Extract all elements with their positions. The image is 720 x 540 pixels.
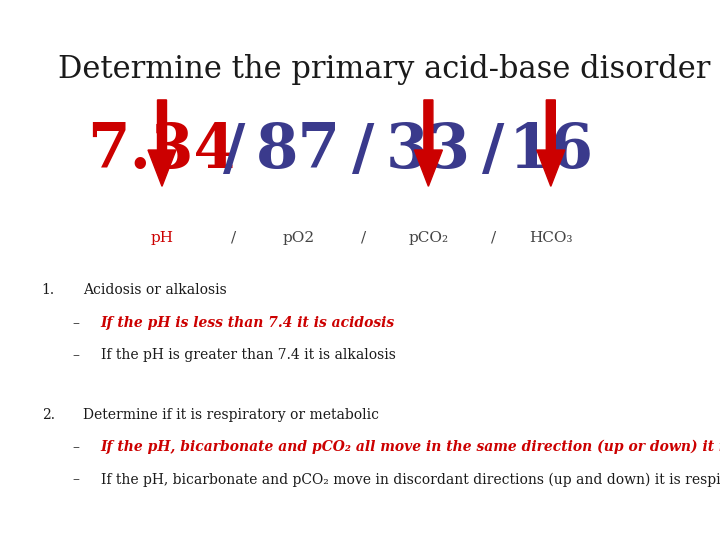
Text: HCO₃: HCO₃ bbox=[529, 231, 572, 245]
Text: –: – bbox=[72, 316, 79, 330]
Text: /: / bbox=[231, 231, 237, 245]
Text: pH: pH bbox=[150, 231, 174, 245]
Text: /: / bbox=[222, 121, 246, 181]
Text: Determine if it is respiratory or metabolic: Determine if it is respiratory or metabo… bbox=[83, 408, 379, 422]
Text: /: / bbox=[361, 231, 366, 245]
Text: If the pH is greater than 7.4 it is alkalosis: If the pH is greater than 7.4 it is alka… bbox=[101, 348, 396, 362]
Text: 33: 33 bbox=[386, 121, 471, 181]
FancyArrow shape bbox=[148, 100, 176, 186]
FancyArrow shape bbox=[415, 100, 442, 186]
Text: 87: 87 bbox=[256, 121, 341, 181]
FancyArrow shape bbox=[537, 100, 564, 186]
Text: 2.: 2. bbox=[42, 408, 55, 422]
Text: pO2: pO2 bbox=[283, 231, 315, 245]
Text: 7.34: 7.34 bbox=[88, 121, 236, 181]
Text: –: – bbox=[72, 440, 79, 454]
Text: pCO₂: pCO₂ bbox=[408, 231, 449, 245]
Text: Determine the primary acid-base disorder: Determine the primary acid-base disorder bbox=[58, 54, 710, 85]
Text: 16: 16 bbox=[508, 121, 593, 181]
Text: /: / bbox=[482, 121, 505, 181]
Text: Acidosis or alkalosis: Acidosis or alkalosis bbox=[83, 284, 227, 298]
Text: If the pH is less than 7.4 it is acidosis: If the pH is less than 7.4 it is acidosi… bbox=[101, 316, 395, 330]
Text: –: – bbox=[72, 348, 79, 362]
Text: If the pH, bicarbonate and pCO₂ all move in the same direction (up or down) it i: If the pH, bicarbonate and pCO₂ all move… bbox=[101, 440, 720, 455]
Text: If the pH, bicarbonate and pCO₂ move in discordant directions (up and down) it i: If the pH, bicarbonate and pCO₂ move in … bbox=[101, 472, 720, 487]
Text: /: / bbox=[490, 231, 496, 245]
Text: –: – bbox=[72, 472, 79, 487]
Text: /: / bbox=[352, 121, 375, 181]
Text: 1.: 1. bbox=[42, 284, 55, 298]
